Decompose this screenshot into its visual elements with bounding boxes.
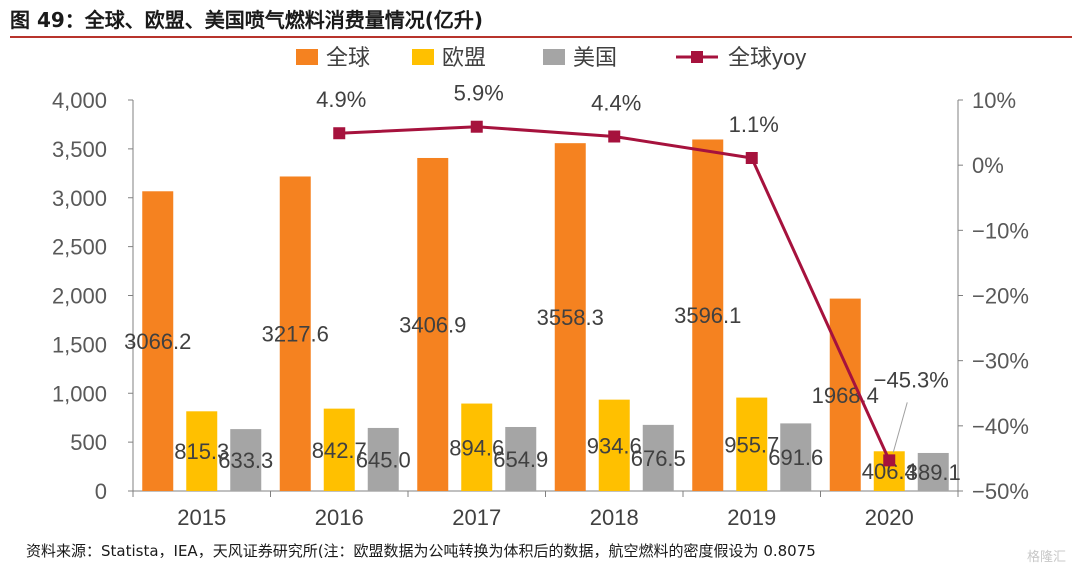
watermark: 格隆汇: [1026, 550, 1066, 565]
yoy-label: 1.1%: [729, 112, 779, 137]
bar-label-global: 3406.9: [399, 312, 466, 337]
y-right-tick-label: 0%: [972, 153, 1004, 178]
legend-us-swatch: [543, 49, 565, 65]
bar-label-us: 645.0: [356, 447, 411, 472]
title-divider: [10, 36, 1072, 38]
y-right-tick-label: −20%: [972, 284, 1029, 309]
x-tick-label: 2020: [865, 505, 914, 530]
y-left-tick-label: 2,000: [52, 284, 107, 309]
bar-global: [829, 298, 861, 491]
bar-eu: [323, 408, 355, 491]
yoy-leader-line: [892, 402, 908, 453]
bar-label-eu: 955.7: [724, 432, 779, 457]
bar-label-eu: 815.3: [174, 439, 229, 464]
y-right-tick-label: −50%: [972, 479, 1029, 504]
bar-global: [142, 191, 174, 492]
bar-label-global: 1968.4: [812, 383, 879, 408]
bar-us: [780, 423, 812, 491]
y-left-tick-label: 0: [95, 479, 107, 504]
bar-us: [367, 427, 399, 491]
bar-label-global: 3217.6: [262, 322, 329, 347]
yoy-label: −45.3%: [874, 367, 949, 392]
y-right-tick-label: 10%: [972, 88, 1016, 113]
y-right-tick-label: −30%: [972, 349, 1029, 374]
x-tick-label: 2018: [590, 505, 639, 530]
bar-eu: [461, 403, 493, 491]
yoy-marker: [333, 127, 346, 140]
bar-global: [279, 176, 311, 491]
y-left-tick-label: 3,000: [52, 186, 107, 211]
bar-label-us: 676.5: [631, 446, 686, 471]
bar-label-us: 633.3: [218, 448, 273, 473]
yoy-label: 5.9%: [454, 81, 504, 106]
source-note: 资料来源：Statista，IEA，天风证券研究所(注：欧盟数据为公吨转换为体积…: [26, 542, 816, 560]
x-tick-label: 2015: [177, 505, 226, 530]
y-right-tick-label: −10%: [972, 218, 1029, 243]
x-tick-label: 2017: [452, 505, 501, 530]
legend-yoy-swatch-marker: [691, 51, 703, 63]
x-tick-label: 2016: [315, 505, 364, 530]
y-left-tick-label: 4,000: [52, 88, 107, 113]
y-left-tick-label: 500: [70, 430, 107, 455]
yoy-marker: [470, 120, 483, 133]
y-right-tick-label: −40%: [972, 414, 1029, 439]
bar-label-global: 3596.1: [674, 303, 741, 328]
yoy-label: 4.9%: [316, 87, 366, 112]
bar-us: [505, 426, 537, 491]
bar-eu: [186, 411, 218, 491]
legend-yoy-label: 全球yoy: [728, 45, 806, 70]
x-tick-label: 2019: [727, 505, 776, 530]
bar-label-us: 654.9: [493, 447, 548, 472]
yoy-marker: [608, 130, 621, 143]
bar-global: [554, 143, 586, 491]
legend-eu-label: 欧盟: [442, 45, 486, 70]
legend-eu-swatch: [412, 49, 434, 65]
y-left-tick-label: 3,500: [52, 137, 107, 162]
bar-label-eu: 842.7: [312, 438, 367, 463]
y-left-tick-label: 2,500: [52, 235, 107, 260]
bar-label-global: 3558.3: [537, 305, 604, 330]
bar-us: [642, 424, 674, 491]
bar-label-us: 389.1: [906, 460, 961, 485]
bar-eu: [736, 397, 768, 491]
y-left-tick-label: 1,500: [52, 332, 107, 357]
yoy-marker: [883, 454, 896, 467]
legend-us-label: 美国: [573, 45, 617, 70]
bar-us: [917, 452, 949, 491]
yoy-marker: [745, 151, 758, 164]
bar-label-global: 3066.2: [124, 329, 191, 354]
legend-global-swatch: [296, 49, 318, 65]
jet-fuel-consumption-chart: 0 500 1,000 1,500 2,000 2,500 3,000 3,500 4,000 −…: [52, 45, 1029, 530]
bar-label-eu: 894.6: [449, 435, 504, 460]
bar-eu: [598, 399, 630, 491]
bar-label-eu: 934.6: [587, 433, 642, 458]
bar-global: [692, 139, 724, 491]
bar-label-us: 691.6: [768, 445, 823, 470]
y-left-tick-label: 1,000: [52, 381, 107, 406]
bar-global: [417, 157, 449, 491]
yoy-label: 4.4%: [591, 90, 641, 115]
legend-global-label: 全球: [326, 45, 370, 70]
bar-us: [230, 429, 262, 491]
figure-title: 图 49：全球、欧盟、美国喷气燃料消费量情况(亿升): [10, 8, 484, 32]
